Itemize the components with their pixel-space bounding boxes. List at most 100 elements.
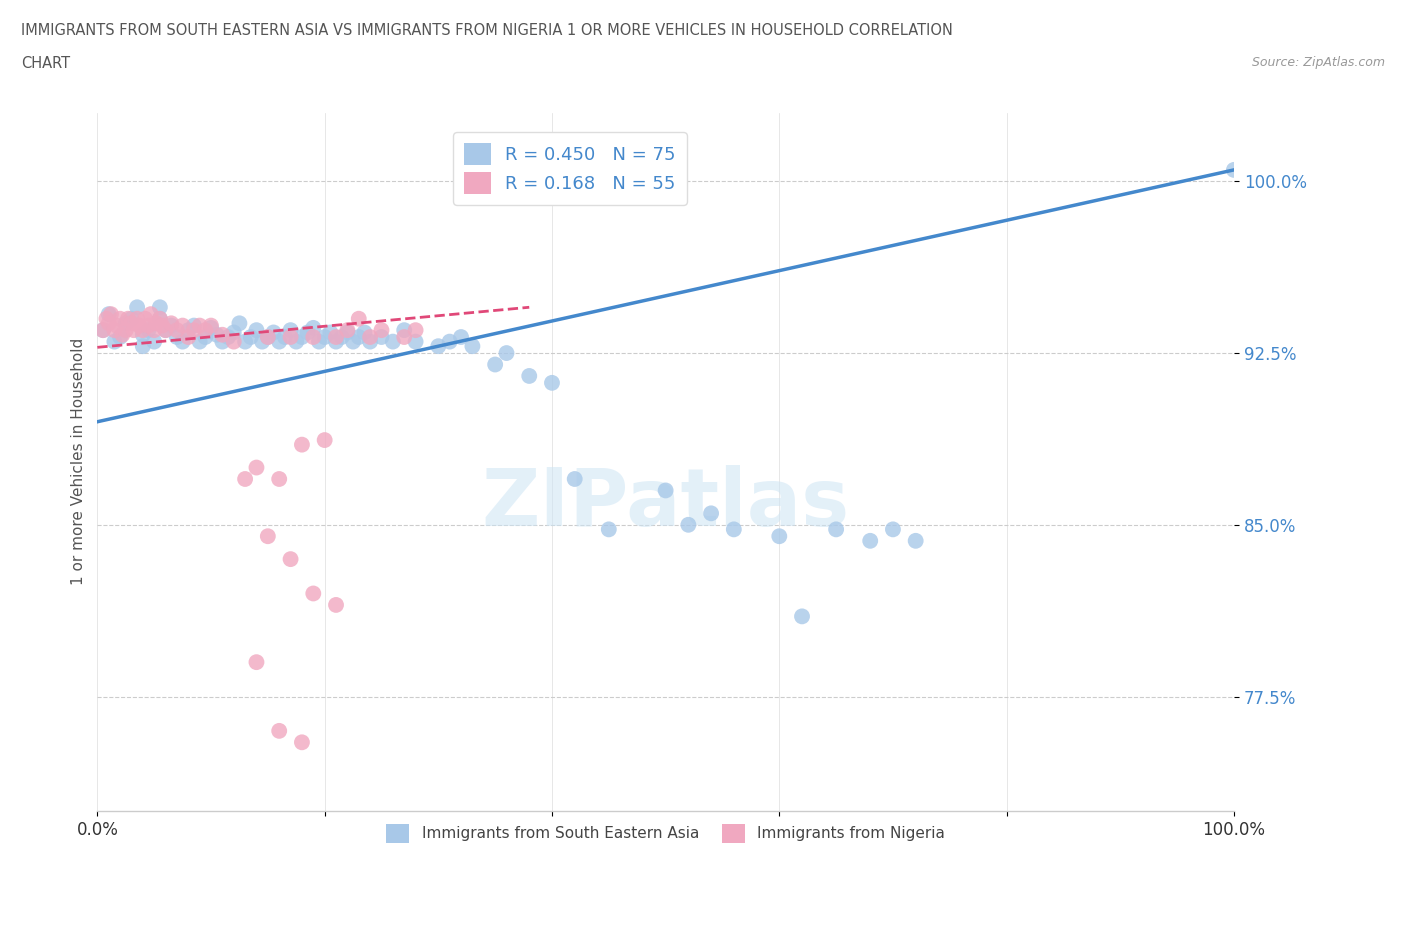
Point (381, 334, 404, 349)
Point (825, 522, 848, 537)
Point (120, 316, 142, 331)
Point (370, 329, 392, 344)
Point (405, 323, 427, 338)
Point (461, 339, 484, 353)
Point (91, 323, 114, 338)
Point (200, 321, 222, 336)
Point (325, 597, 347, 612)
Point (359, 334, 381, 349)
Point (127, 299, 149, 314)
Point (120, 312, 142, 326)
Point (250, 334, 273, 349)
Point (127, 312, 149, 326)
Point (150, 318, 173, 333)
Point (450, 329, 472, 344)
Point (427, 339, 450, 353)
Legend: Immigrants from South Eastern Asia, Immigrants from Nigeria: Immigrants from South Eastern Asia, Immi… (380, 817, 950, 849)
Point (132, 339, 155, 353)
Point (149, 299, 172, 314)
Point (222, 334, 245, 349)
Point (269, 724, 291, 738)
Point (128, 318, 150, 333)
Point (904, 534, 927, 549)
Point (100, 307, 122, 322)
Point (359, 329, 381, 344)
Point (245, 655, 267, 670)
Point (495, 346, 517, 361)
Point (280, 323, 302, 338)
Point (114, 323, 136, 338)
Point (160, 318, 183, 333)
Point (439, 334, 461, 349)
Point (200, 318, 222, 333)
Point (245, 323, 267, 338)
Point (138, 323, 160, 338)
Point (139, 307, 162, 322)
Point (188, 318, 211, 333)
Point (155, 323, 177, 338)
Point (239, 329, 262, 344)
Point (143, 334, 166, 349)
Point (370, 323, 392, 338)
Point (274, 329, 297, 344)
Point (347, 329, 370, 344)
Point (114, 316, 136, 331)
Point (1223, 163, 1246, 178)
Point (280, 329, 302, 344)
Point (183, 318, 205, 333)
Point (177, 329, 200, 344)
Point (308, 334, 330, 349)
Point (882, 522, 904, 537)
Point (325, 334, 347, 349)
Point (188, 334, 211, 349)
Point (302, 586, 325, 601)
Point (108, 312, 131, 326)
Point (768, 529, 790, 544)
Point (291, 437, 314, 452)
Point (517, 368, 540, 383)
Point (183, 323, 205, 338)
Point (723, 522, 745, 537)
Point (302, 329, 325, 344)
Point (256, 329, 278, 344)
Point (172, 318, 194, 333)
Point (143, 323, 166, 338)
Point (233, 334, 256, 349)
Text: Source: ZipAtlas.com: Source: ZipAtlas.com (1251, 56, 1385, 69)
Point (228, 316, 250, 331)
Point (217, 329, 239, 344)
Point (205, 327, 228, 342)
Point (145, 316, 167, 331)
Point (598, 522, 620, 537)
Point (291, 735, 314, 750)
Point (91, 323, 114, 338)
Point (325, 329, 347, 344)
Point (654, 483, 676, 498)
Point (392, 323, 415, 338)
Point (564, 472, 586, 486)
Point (256, 529, 278, 544)
Point (211, 327, 233, 342)
Point (105, 318, 128, 333)
Text: IMMIGRANTS FROM SOUTH EASTERN ASIA VS IMMIGRANTS FROM NIGERIA 1 OR MORE VEHICLES: IMMIGRANTS FROM SOUTH EASTERN ASIA VS IM… (21, 23, 953, 38)
Point (269, 334, 291, 349)
Point (117, 312, 139, 326)
Point (166, 329, 188, 344)
Point (700, 506, 723, 521)
Point (319, 325, 342, 339)
Point (166, 323, 188, 338)
Y-axis label: 1 or more Vehicles in Household: 1 or more Vehicles in Household (72, 339, 86, 586)
Point (172, 334, 194, 349)
Point (790, 609, 813, 624)
Point (222, 325, 245, 339)
Point (194, 329, 217, 344)
Point (122, 323, 145, 338)
Point (97, 316, 120, 331)
Point (194, 323, 217, 338)
Point (314, 329, 336, 344)
Point (132, 323, 155, 338)
Point (132, 327, 155, 342)
Point (149, 312, 172, 326)
Point (155, 323, 177, 338)
Text: ZIPatlas: ZIPatlas (481, 465, 849, 543)
